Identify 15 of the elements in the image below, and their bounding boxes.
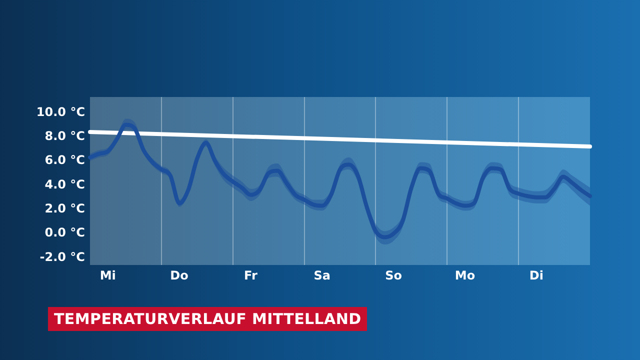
y-tick-label: 2.0 °C	[44, 202, 86, 216]
x-tick-label: Di	[529, 268, 544, 282]
x-tick-label: So	[385, 268, 402, 282]
x-tick-label: Do	[170, 268, 188, 282]
y-tick-label: 0.0 °C	[44, 226, 86, 240]
text: TEMPERATURVERLAUF MITTELLAND	[48, 307, 368, 331]
x-tick-label: Mi	[100, 268, 116, 282]
y-tick-label: -2.0 °C	[40, 250, 86, 264]
y-tick-label: 4.0 °C	[44, 177, 86, 192]
y-tick-label: 6.0 °C	[44, 153, 86, 168]
x-tick-label: Fr	[244, 268, 258, 282]
y-tick-label: 8.0 °C	[44, 129, 86, 144]
x-tick-label: Sa	[314, 268, 331, 282]
y-tick-label: 10.0 °C	[36, 104, 86, 119]
x-tick-label: Mo	[454, 268, 476, 282]
